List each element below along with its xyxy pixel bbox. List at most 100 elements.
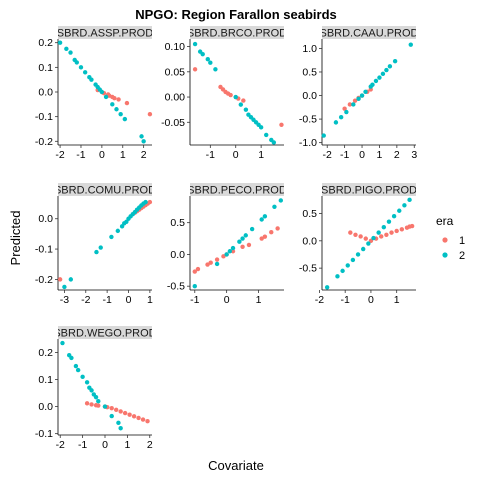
- data-point: [397, 208, 402, 213]
- x-tick-label: 0: [126, 294, 132, 306]
- data-point: [246, 242, 252, 248]
- y-tick-label: 0.00: [165, 92, 186, 104]
- x-tick-label: 1: [377, 149, 383, 161]
- y-tick-label: 0.0: [38, 401, 53, 413]
- series-era-1: [192, 226, 280, 274]
- data-point: [243, 233, 248, 238]
- data-point: [122, 116, 128, 122]
- x-tick-label: -1: [76, 149, 85, 161]
- data-point: [381, 224, 387, 230]
- data-point: [340, 268, 345, 274]
- y-tick-label: 0.5: [302, 66, 317, 78]
- data-point: [321, 133, 326, 138]
- data-point: [335, 274, 340, 279]
- data-point: [74, 60, 80, 65]
- data-point: [227, 249, 233, 254]
- facet-panel-sbrd-comu-prod: SBRD.COMU.PROD -3 -2 -1 0 1 -0.2 -0.1 0.0: [35, 183, 156, 306]
- y-tick-label: -0.1: [35, 428, 53, 440]
- x-tick-label: 2: [147, 439, 153, 451]
- facet-strip-label: SBRD.PECO.PROD: [187, 185, 287, 197]
- data-point: [102, 404, 108, 409]
- y-tick-label: 0.0: [38, 87, 53, 99]
- y-tick-label: -0.2: [35, 136, 53, 148]
- data-point: [355, 252, 361, 257]
- data-point: [80, 374, 85, 380]
- data-point: [228, 92, 233, 98]
- facet-panel-sbrd-pigo-prod: SBRD.PIGO.PROD -2 -1 0 1 -0.5 0.0 0.5: [299, 183, 417, 306]
- data-point: [68, 50, 73, 55]
- data-point: [376, 230, 381, 235]
- x-tick-label: -2: [56, 439, 65, 451]
- data-point: [60, 340, 65, 346]
- data-point: [262, 234, 268, 239]
- legend-title: era: [436, 214, 454, 228]
- data-point: [208, 260, 213, 265]
- data-point: [213, 67, 218, 72]
- data-point: [192, 283, 197, 289]
- data-point: [407, 197, 412, 203]
- data-point: [259, 236, 264, 241]
- facet-strip: [322, 183, 416, 196]
- data-point: [259, 217, 264, 222]
- data-point: [241, 98, 246, 103]
- legend: era 1 2: [436, 214, 465, 262]
- data-point: [89, 402, 94, 407]
- series-era-1: [84, 401, 150, 424]
- facet-panels: SBRD.ASSP.PROD-2 -1 0 1 2-0.2-0.10.00.10.2SB…: [35, 26, 417, 451]
- data-point: [84, 380, 90, 385]
- data-point: [143, 199, 148, 205]
- data-point: [248, 115, 254, 120]
- data-point: [224, 252, 229, 257]
- y-tick-label: -0.05: [161, 117, 185, 129]
- data-point: [258, 125, 264, 130]
- data-point: [275, 226, 280, 231]
- facet-strip-label: SBRD.COMU.PROD: [54, 185, 156, 197]
- y-tick-label: -0.5: [167, 281, 185, 293]
- facet-strip-label: SBRD.PIGO.PROD: [321, 185, 417, 197]
- data-point: [368, 238, 374, 244]
- data-point: [141, 139, 146, 144]
- data-point: [230, 245, 236, 251]
- data-point: [352, 98, 358, 103]
- data-point: [192, 67, 198, 72]
- x-tick-label: 1: [147, 294, 153, 306]
- data-point: [353, 232, 358, 238]
- data-point: [371, 235, 376, 241]
- data-point: [389, 230, 394, 235]
- data-point: [109, 406, 114, 411]
- data-point: [192, 41, 198, 47]
- legend-key-era-1: [442, 237, 448, 243]
- data-point: [361, 246, 366, 252]
- data-point: [264, 132, 269, 138]
- data-point: [136, 415, 141, 421]
- y-tick-label: 0.1: [38, 374, 53, 386]
- data-point: [69, 355, 74, 361]
- series-era-2: [60, 340, 123, 431]
- data-point: [200, 51, 205, 57]
- data-point: [118, 426, 123, 431]
- data-point: [342, 106, 347, 111]
- facet-panel-sbrd-caau-prod: SBRD.CAAU.PROD -2 -1 0 1 2 3 -1.0 -0.5 0.0 0.5 1.0: [299, 26, 417, 161]
- series-era-2: [192, 198, 284, 289]
- facet-strip-label: SBRD.ASSP.PROD: [57, 28, 153, 40]
- data-point: [379, 234, 384, 239]
- data-point: [377, 75, 382, 80]
- facet-strip: [322, 26, 416, 39]
- x-tick-label: 1: [394, 294, 400, 306]
- legend-key-era-2: [442, 252, 448, 258]
- facet-panel-sbrd-assp-prod: SBRD.ASSP.PROD -2 -1 0 1 2 -0.2 -0.1 0.0 0.1 0.2: [35, 26, 153, 161]
- facet-strip: [58, 26, 152, 39]
- data-point: [366, 241, 371, 246]
- data-point: [112, 95, 117, 101]
- series-era-2: [57, 40, 146, 144]
- data-point: [64, 46, 69, 52]
- x-tick-label: -1: [78, 439, 87, 451]
- data-point: [84, 401, 90, 406]
- data-point: [68, 277, 74, 282]
- data-point: [205, 56, 210, 62]
- data-point: [399, 227, 405, 232]
- data-point: [243, 107, 249, 112]
- y-tick-label: 0.05: [165, 66, 186, 78]
- data-point: [57, 277, 63, 282]
